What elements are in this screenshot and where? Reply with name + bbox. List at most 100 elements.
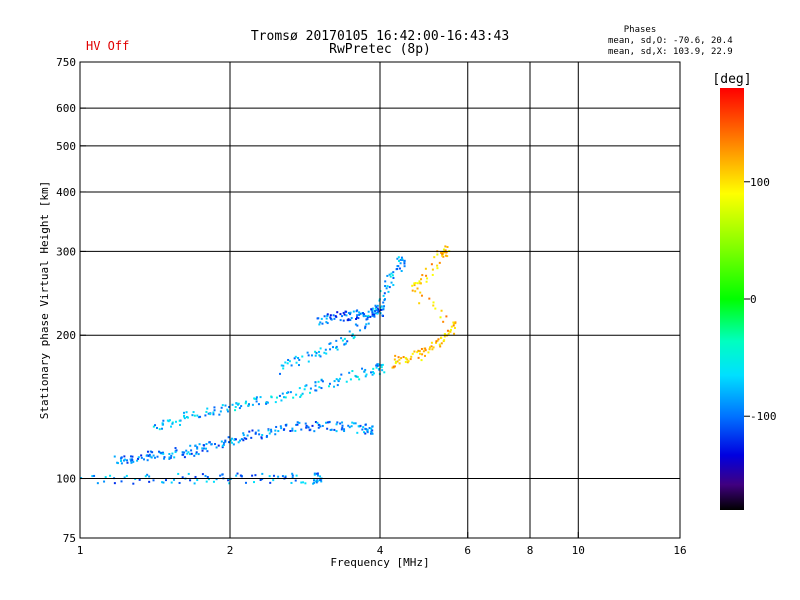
data-point	[341, 424, 344, 427]
data-point	[430, 263, 433, 266]
data-point	[438, 343, 441, 346]
data-point	[281, 475, 284, 478]
x-tick-label: 16	[673, 544, 686, 557]
data-point	[168, 456, 171, 459]
data-point	[294, 479, 297, 482]
data-point	[300, 394, 303, 397]
data-point	[440, 342, 443, 345]
data-point	[378, 299, 381, 302]
data-point	[195, 452, 198, 455]
data-point	[358, 378, 361, 381]
data-point	[319, 425, 322, 428]
data-point	[377, 310, 380, 313]
data-point	[194, 475, 197, 478]
data-point	[314, 421, 317, 424]
data-point	[307, 354, 310, 357]
data-point	[380, 308, 383, 311]
data-point	[315, 481, 318, 484]
data-point	[357, 425, 360, 428]
data-point	[146, 473, 149, 476]
data-point	[314, 350, 317, 353]
data-point	[254, 431, 257, 434]
data-point	[364, 315, 367, 318]
data-point	[383, 371, 386, 374]
data-point	[388, 273, 391, 276]
data-point	[420, 294, 423, 297]
data-point	[202, 447, 205, 450]
data-point	[339, 313, 342, 316]
data-point	[204, 447, 207, 450]
data-point	[162, 419, 165, 422]
y-axis-ticks: 75 100 200 300 400 500 600 750	[56, 56, 86, 545]
data-point	[396, 265, 399, 268]
data-point	[129, 455, 132, 458]
data-point	[294, 429, 297, 432]
data-point	[338, 377, 341, 380]
data-point	[319, 355, 322, 358]
data-point	[421, 353, 424, 356]
data-point	[134, 478, 137, 481]
data-point	[426, 277, 429, 280]
data-point	[373, 315, 376, 318]
data-point	[174, 420, 177, 423]
data-point	[390, 281, 393, 284]
data-point	[166, 419, 169, 422]
data-point	[348, 426, 351, 429]
data-point	[91, 475, 94, 478]
data-point	[284, 475, 287, 478]
data-point	[251, 403, 254, 406]
data-point	[227, 436, 230, 439]
data-point	[173, 478, 176, 481]
data-point	[304, 385, 307, 388]
data-point	[181, 476, 184, 479]
data-point	[255, 396, 258, 399]
data-point	[431, 348, 434, 351]
data-point	[171, 422, 174, 425]
data-point	[280, 399, 283, 402]
data-point	[183, 417, 186, 420]
data-point	[309, 387, 312, 390]
data-point	[255, 397, 258, 400]
data-point	[291, 472, 294, 475]
data-point	[383, 299, 386, 302]
data-point	[418, 280, 421, 283]
data-point	[316, 474, 319, 477]
data-point	[348, 371, 351, 374]
data-point	[382, 294, 385, 297]
data-point	[443, 339, 446, 342]
y-tick-label: 300	[56, 245, 76, 258]
data-point	[354, 374, 357, 377]
x-axis-ticks: 1 2 4 6 8 10 16	[77, 532, 687, 557]
data-point	[277, 475, 280, 478]
data-point	[443, 333, 446, 336]
colorbar-label: [deg]	[712, 72, 751, 87]
data-point	[313, 473, 316, 476]
data-point	[450, 325, 453, 328]
data-point	[146, 450, 149, 453]
data-point	[380, 364, 383, 367]
data-point	[444, 245, 447, 248]
data-point	[332, 314, 335, 317]
data-point	[323, 351, 326, 354]
data-point	[340, 428, 343, 431]
data-point	[364, 427, 367, 430]
data-point	[425, 274, 428, 277]
data-point	[301, 392, 304, 395]
data-point	[437, 338, 440, 341]
data-point	[393, 358, 396, 361]
data-point	[446, 329, 449, 332]
data-point	[409, 358, 412, 361]
grid-lines	[80, 62, 680, 538]
data-point	[356, 309, 359, 312]
data-point	[364, 368, 367, 371]
data-point	[340, 373, 343, 376]
y-tick-label: 200	[56, 329, 76, 342]
data-point	[218, 413, 221, 416]
data-point	[148, 453, 151, 456]
data-point	[318, 354, 321, 357]
data-point	[370, 427, 373, 430]
data-point	[161, 481, 164, 484]
data-point	[394, 362, 397, 365]
data-point	[291, 476, 294, 479]
data-point	[452, 322, 455, 325]
